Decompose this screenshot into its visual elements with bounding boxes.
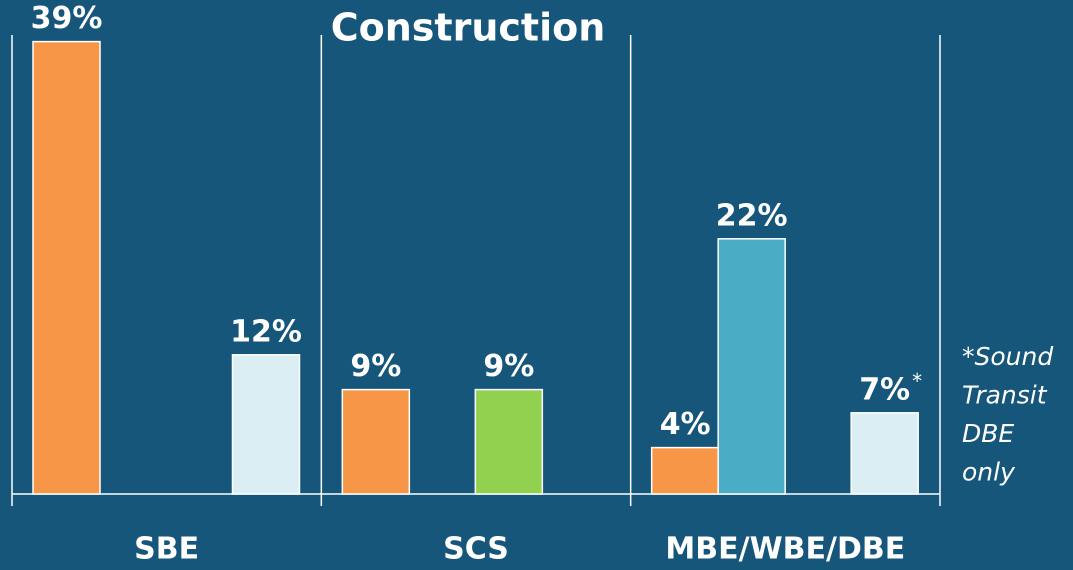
data-label: 9% [350,349,401,384]
bar [650,446,720,495]
bar [474,388,544,495]
annotation: Transit [962,381,1048,410]
bar [341,388,411,495]
chart-title: Construction [331,6,606,50]
x-tick-label: SCS [443,532,509,567]
bar [850,412,919,495]
annotation: *Sound [962,342,1053,371]
bar [231,354,301,495]
data-label: 12% [230,314,302,349]
bar [32,40,101,495]
annotation: only [962,458,1016,487]
data-label: 9% [483,349,534,384]
data-label: 7% [859,372,910,407]
data-label: 22% [716,198,788,233]
annotation: DBE [962,419,1014,448]
x-tick-label: SBE [134,532,199,567]
data-label: 39% [31,1,103,36]
footnote-mark: * [912,369,922,393]
x-tick-label: MBE/WBE/DBE [665,532,905,567]
data-label: 4% [660,407,711,442]
bar [717,238,786,495]
